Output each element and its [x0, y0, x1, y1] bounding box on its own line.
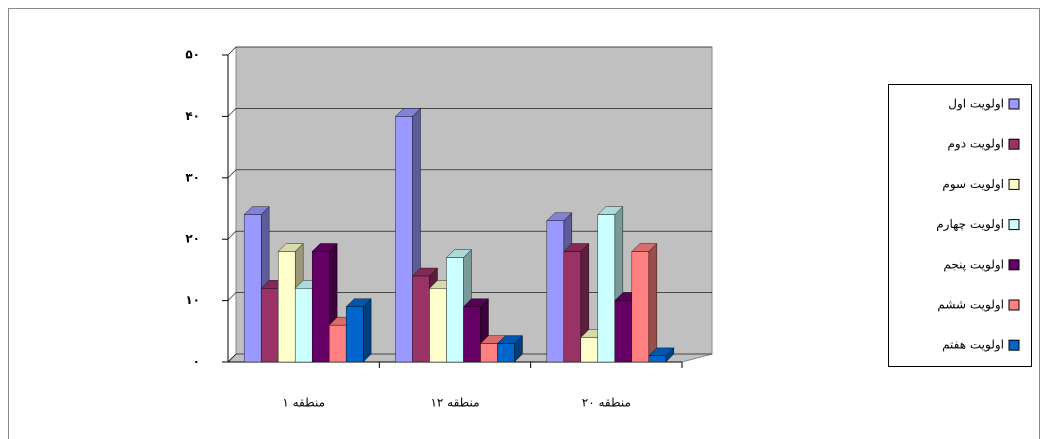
x-tick-label: منطقه ۲۰ [582, 396, 631, 410]
bar [412, 275, 430, 363]
legend-swatch [1008, 219, 1020, 231]
y-tick-label: ۴۰ [185, 109, 200, 123]
legend-swatch [1008, 138, 1020, 150]
legend-label: اولویت پنجم [943, 257, 1004, 272]
legend-label: اولویت هفتم [942, 338, 1004, 353]
bar [446, 257, 464, 363]
legend-label: اولویت اول [948, 97, 1004, 112]
bar [631, 251, 650, 363]
bar [260, 288, 279, 363]
legend-swatch [1008, 299, 1020, 311]
legend-label: اولویت دوم [948, 137, 1005, 152]
bar [597, 214, 616, 363]
bar-side [648, 242, 658, 363]
bar-side [362, 298, 372, 363]
bar [497, 343, 515, 363]
legend-swatch [1008, 178, 1020, 190]
bar [463, 306, 481, 363]
bar [294, 288, 313, 363]
grid-line [227, 169, 712, 179]
x-tick-label: منطقه ۱ [282, 396, 325, 410]
legend-label: اولویت ششم [937, 298, 1004, 313]
bar [648, 355, 667, 363]
legend-box [888, 84, 1032, 367]
bar [328, 324, 347, 363]
grid-line [227, 108, 712, 117]
y-tick-label: ۱۰ [185, 293, 200, 307]
legend-swatch [1008, 259, 1020, 271]
legend-label: اولویت سوم [942, 177, 1004, 192]
y-tick-label: ۵۰ [185, 48, 200, 62]
bar [429, 288, 447, 363]
bar [614, 300, 633, 363]
bar [243, 214, 262, 363]
bar [563, 251, 582, 363]
legend-label: اولویت چهارم [936, 217, 1004, 232]
bar [395, 116, 413, 363]
bar [580, 337, 599, 363]
bar [480, 343, 498, 363]
x-tick-label: منطقه ۱۲ [430, 396, 479, 410]
legend-swatch [1008, 98, 1020, 110]
bar [546, 220, 565, 363]
bar [345, 306, 364, 363]
y-tick-label: ۲۰ [185, 232, 200, 246]
grid-line [227, 46, 712, 56]
bar [311, 251, 330, 363]
bar [277, 251, 296, 363]
y-tick-label: ۳۰ [185, 170, 200, 184]
legend-swatch [1008, 339, 1020, 351]
y-tick-label: ۰ [193, 355, 200, 369]
